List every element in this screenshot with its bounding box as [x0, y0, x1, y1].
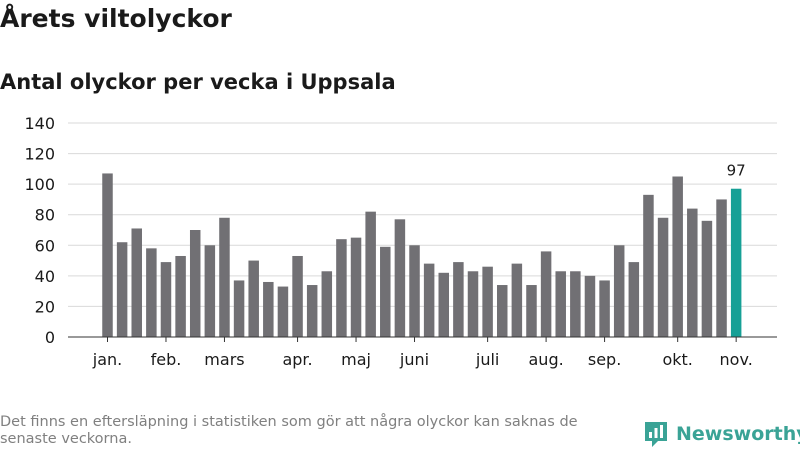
- bar: [701, 220, 713, 337]
- bar: [189, 230, 201, 337]
- bar: [336, 239, 347, 337]
- bar-highlight: [730, 188, 742, 337]
- bar: [277, 286, 289, 337]
- bar: [263, 281, 274, 337]
- bar: [672, 176, 683, 337]
- bar: [423, 263, 435, 337]
- bar: [496, 285, 508, 337]
- y-tick-label: 20: [35, 297, 55, 316]
- bar: [409, 245, 420, 337]
- footnote: Det finns en eftersläpning i statistiken…: [0, 414, 578, 447]
- bar: [146, 248, 157, 337]
- bar: [350, 237, 362, 337]
- bar: [160, 262, 172, 337]
- bar: [204, 245, 216, 337]
- x-tick-label: jan.: [92, 350, 122, 369]
- y-tick-label: 40: [35, 267, 55, 286]
- data-label: 97: [727, 162, 746, 180]
- bar: [131, 228, 142, 337]
- bar: [482, 266, 493, 337]
- bar: [716, 199, 727, 337]
- bar: [526, 285, 537, 337]
- x-tick-label: mars: [204, 350, 244, 369]
- y-tick-label: 140: [24, 114, 55, 133]
- bar: [511, 263, 523, 337]
- chart-title: Årets viltolyckor: [0, 4, 232, 33]
- bar: [321, 271, 333, 337]
- bar: [584, 275, 596, 337]
- x-tick-label: nov.: [720, 350, 753, 369]
- x-tick-label: maj: [341, 350, 371, 369]
- bar: [687, 208, 698, 337]
- bar: [599, 280, 610, 337]
- bar: [628, 262, 640, 337]
- y-tick-label: 120: [24, 145, 55, 164]
- bar: [643, 194, 654, 337]
- bar: [453, 262, 464, 337]
- brand-logo[interactable]: Newsworthy: [644, 419, 800, 449]
- x-tick-label: apr.: [282, 350, 312, 369]
- bar: [540, 251, 552, 337]
- y-tick-label: 0: [45, 328, 55, 347]
- bar: [657, 217, 669, 337]
- bar: [438, 272, 450, 337]
- bar: [102, 173, 113, 337]
- bar: [380, 246, 391, 337]
- y-tick-label: 100: [24, 175, 55, 194]
- bar: [233, 280, 245, 337]
- x-tick-label: aug.: [529, 350, 564, 369]
- bar: [555, 271, 566, 337]
- bar: [365, 211, 376, 337]
- bar: [570, 271, 581, 337]
- y-tick-label: 60: [35, 236, 55, 255]
- bar: [467, 271, 479, 337]
- x-tick-label: juni: [399, 350, 429, 369]
- bar: [306, 285, 318, 337]
- bar: [292, 255, 303, 337]
- x-tick-label: sep.: [588, 350, 621, 369]
- x-tick-label: okt.: [662, 350, 692, 369]
- chart-subtitle: Antal olyckor per vecka i Uppsala: [0, 70, 396, 94]
- x-tick-label: feb.: [151, 350, 182, 369]
- bar: [219, 217, 230, 337]
- bar: [613, 245, 625, 337]
- y-tick-label: 80: [35, 206, 55, 225]
- brand-name: Newsworthy: [676, 423, 800, 445]
- newsworthy-logo-icon: [645, 422, 667, 447]
- bar: [248, 260, 259, 337]
- bar: [394, 219, 406, 337]
- x-tick-label: juli: [475, 350, 499, 369]
- bar: [175, 255, 186, 337]
- bar: [116, 242, 128, 337]
